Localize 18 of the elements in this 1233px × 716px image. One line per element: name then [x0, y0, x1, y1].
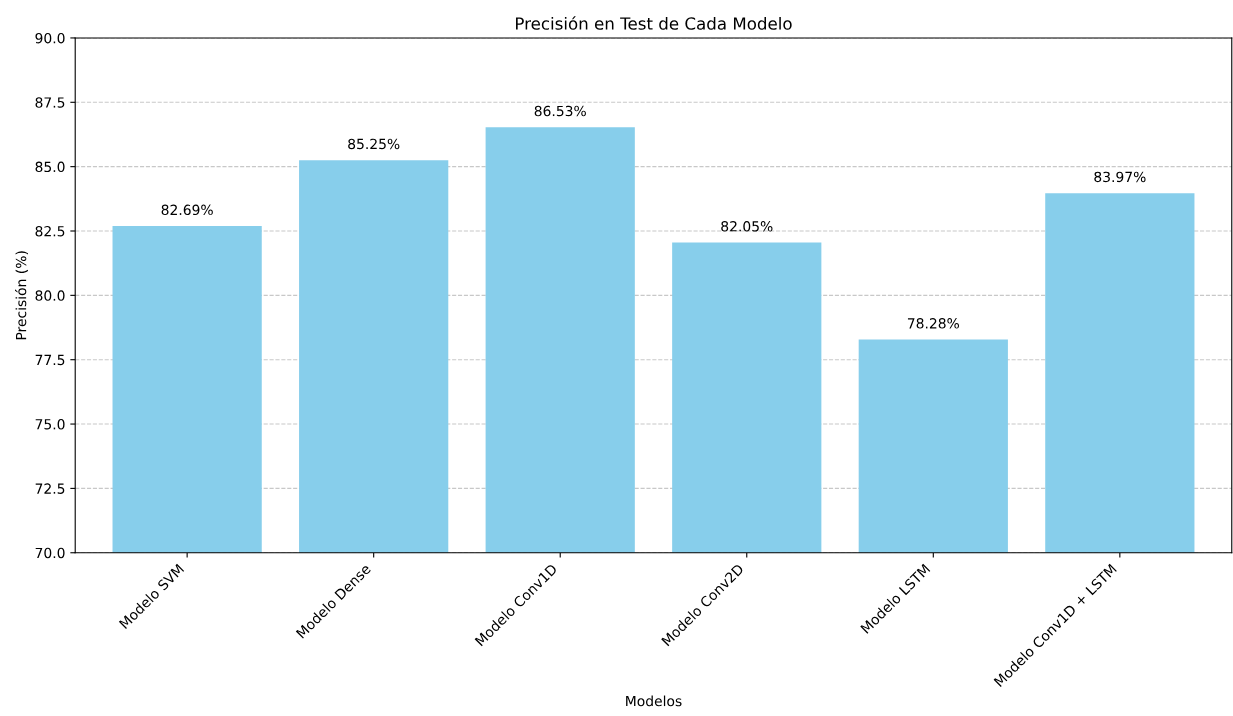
y-tick-label: 90.0 — [35, 32, 65, 44]
data-label: 82.05% — [721, 221, 773, 232]
data-label: 78.28% — [907, 318, 960, 329]
y-axis-title: Precisión (%) — [15, 251, 28, 340]
y-tick-label: 82.5 — [35, 225, 65, 237]
y-tick-label: 80.0 — [35, 290, 65, 301]
y-tick-label: 77.5 — [35, 354, 65, 366]
y-tick-label: 72.5 — [35, 483, 65, 494]
y-tick-label: 70.0 — [35, 547, 65, 559]
y-tick-label: 85.0 — [35, 161, 65, 173]
data-label: 86.53% — [534, 105, 586, 117]
x-axis-title: Modelos — [626, 695, 682, 707]
data-label: 83.97% — [1094, 171, 1146, 183]
chart-title: Precisión en Test de Cada Modelo — [516, 16, 792, 30]
data-label: 85.25% — [348, 138, 400, 150]
y-tick-label: 75.0 — [35, 419, 65, 430]
y-tick-label: 87.5 — [35, 97, 65, 108]
data-label: 82.69% — [161, 204, 213, 216]
